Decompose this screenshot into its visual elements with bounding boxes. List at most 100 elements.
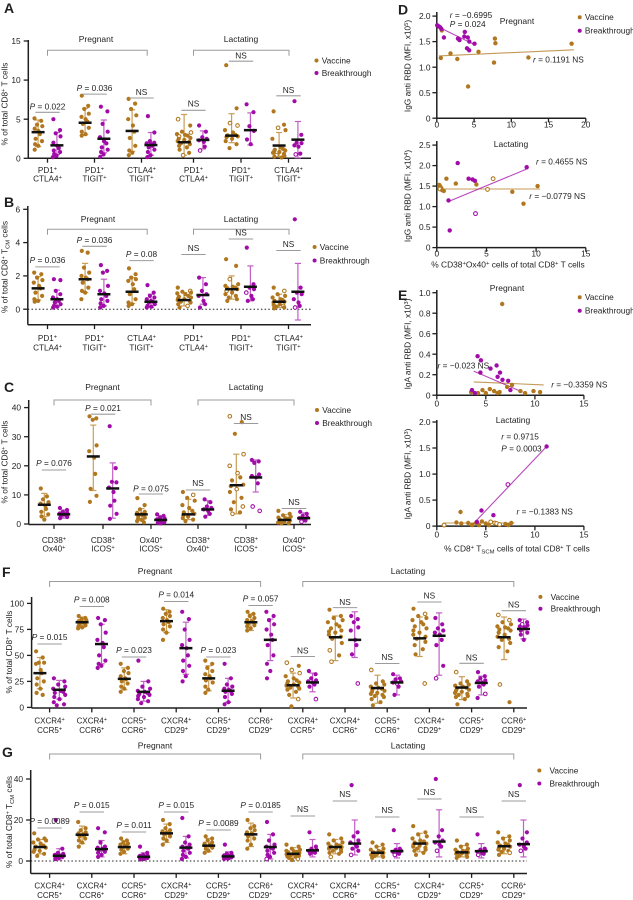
svg-text:Pregnant: Pregnant	[490, 283, 525, 293]
svg-text:A: A	[4, 0, 14, 16]
svg-text:15: 15	[11, 36, 21, 46]
svg-text:CCR5+​: CCR5+​	[375, 882, 400, 891]
svg-text:15: 15	[544, 120, 554, 130]
svg-text:P = 0.08: P = 0.08	[126, 249, 158, 259]
svg-text:NS: NS	[288, 497, 300, 507]
svg-text:Pregnant: Pregnant	[81, 214, 116, 224]
svg-text:Vaccine: Vaccine	[585, 12, 614, 22]
svg-text:CD38+​: CD38+​	[234, 536, 259, 545]
svg-text:0.4: 0.4	[419, 349, 431, 359]
svg-text:0.5: 0.5	[419, 88, 431, 98]
svg-text:ICOS+​: ICOS+​	[139, 545, 163, 554]
svg-text:0: 0	[426, 390, 431, 400]
svg-text:Pregnant: Pregnant	[138, 566, 173, 576]
svg-text:20: 20	[12, 461, 22, 471]
svg-text:Lactating: Lactating	[494, 139, 529, 149]
svg-text:PD1+​: PD1+​	[85, 334, 105, 343]
svg-text:F: F	[2, 564, 11, 580]
svg-text:TIGIT+​: TIGIT+​	[129, 175, 154, 184]
svg-text:NS: NS	[381, 805, 393, 815]
svg-text:CTLA4+​: CTLA4+​	[274, 334, 303, 343]
svg-text:CXCR4+​: CXCR4+​	[330, 717, 360, 726]
svg-text:CCR5+​: CCR5+​	[121, 717, 146, 726]
svg-text:TIGIT+​: TIGIT+​	[229, 344, 254, 353]
svg-text:PD1+​: PD1+​	[38, 334, 58, 343]
svg-text:1.5: 1.5	[419, 181, 431, 191]
svg-text:NS: NS	[188, 99, 200, 109]
svg-text:CCR5+​: CCR5+​	[206, 717, 231, 726]
svg-text:P = 0.0089: P = 0.0089	[29, 816, 70, 826]
svg-text:CCR6+​: CCR6+​	[332, 891, 357, 900]
svg-text:6: 6	[16, 204, 21, 214]
svg-text:CD38+​: CD38+​	[186, 536, 211, 545]
svg-text:ICOS+​: ICOS+​	[234, 545, 258, 554]
svg-text:NS: NS	[297, 804, 309, 814]
svg-text:0.2: 0.2	[419, 370, 431, 380]
svg-text:Lactating: Lactating	[391, 566, 426, 576]
svg-text:0: 0	[16, 153, 21, 163]
svg-text:0: 0	[434, 530, 439, 540]
svg-text:CTLA4+​: CTLA4+​	[179, 175, 208, 184]
svg-text:NS: NS	[240, 412, 252, 422]
svg-text:P = 0.0003: P = 0.0003	[501, 444, 542, 454]
svg-text:1.0: 1.0	[419, 288, 431, 298]
svg-text:Vaccine: Vaccine	[550, 765, 579, 775]
svg-text:CCR5+​: CCR5+​	[206, 882, 231, 891]
svg-text:0.5: 0.5	[419, 495, 431, 505]
svg-text:P = 0.021: P = 0.021	[85, 403, 121, 413]
svg-text:P = 0.023: P = 0.023	[201, 645, 237, 655]
svg-text:5: 5	[472, 120, 477, 130]
svg-text:P = 0.015: P = 0.015	[32, 632, 68, 642]
svg-text:PD1+​: PD1+​	[184, 334, 204, 343]
svg-text:CTLA4+​: CTLA4+​	[33, 175, 62, 184]
svg-text:Breakthrough: Breakthrough	[320, 255, 370, 265]
svg-text:ICOS+​: ICOS+​	[282, 545, 306, 554]
svg-text:% of total CD8+​ T cells: % of total CD8+​ T cells	[0, 421, 10, 504]
svg-text:r = −0.6995: r = −0.6995	[450, 10, 493, 20]
svg-text:1.5: 1.5	[419, 37, 431, 47]
svg-text:P = 0.023: P = 0.023	[116, 645, 152, 655]
svg-text:CCR6+​: CCR6+​	[375, 726, 400, 735]
svg-text:Vaccine: Vaccine	[322, 405, 351, 415]
svg-text:CCR6+​: CCR6+​	[248, 717, 273, 726]
svg-text:P = 0.036: P = 0.036	[30, 255, 66, 265]
svg-text:CD29+​: CD29+​	[502, 726, 526, 735]
svg-text:2.0: 2.0	[419, 417, 431, 427]
svg-text:CCR5+​: CCR5+​	[290, 891, 315, 900]
svg-text:Vaccine: Vaccine	[585, 292, 614, 302]
svg-text:10: 10	[530, 399, 540, 409]
svg-text:30: 30	[12, 432, 22, 442]
svg-text:CXCR4+​: CXCR4+​	[77, 717, 107, 726]
svg-text:0: 0	[434, 399, 439, 409]
svg-text:CCR5+​: CCR5+​	[459, 882, 484, 891]
svg-text:0.6: 0.6	[419, 329, 431, 339]
svg-text:Ox40+​: Ox40+​	[43, 545, 67, 554]
svg-text:10: 10	[507, 120, 517, 130]
svg-text:NS: NS	[424, 591, 436, 601]
svg-text:NS: NS	[136, 87, 148, 97]
svg-text:CCR6+​: CCR6+​	[375, 891, 400, 900]
svg-text:CD29+​: CD29+​	[418, 726, 442, 735]
svg-text:IgA anti RBD (MFI, x103​): IgA anti RBD (MFI, x103​)	[402, 298, 412, 389]
svg-text:CD29+​: CD29+​	[460, 726, 484, 735]
svg-text:CCR6+​: CCR6+​	[501, 717, 526, 726]
svg-text:PD1+​: PD1+​	[38, 166, 58, 175]
svg-text:20: 20	[581, 120, 591, 130]
svg-text:CCR5+​: CCR5+​	[37, 891, 62, 900]
svg-text:P = 0.022: P = 0.022	[30, 101, 66, 111]
svg-text:r = 0.9715: r = 0.9715	[501, 432, 539, 442]
svg-text:PD1+​: PD1+​	[231, 334, 251, 343]
svg-text:CXCR4+​: CXCR4+​	[34, 882, 64, 891]
svg-text:Pregnant: Pregnant	[138, 741, 173, 751]
svg-text:P = 0.015: P = 0.015	[74, 800, 110, 810]
svg-text:CCR6+​: CCR6+​	[79, 726, 104, 735]
svg-text:P = 0.0185: P = 0.0185	[240, 800, 281, 810]
svg-text:Ox40+​: Ox40+​	[140, 536, 164, 545]
svg-text:1.0: 1.0	[419, 62, 431, 72]
svg-text:IgA anti RBD (MFI, x103​): IgA anti RBD (MFI, x103​)	[402, 428, 412, 519]
svg-text:TIGIT+​: TIGIT+​	[82, 175, 107, 184]
svg-text:NS: NS	[339, 597, 351, 607]
svg-text:TIGIT+​: TIGIT+​	[82, 344, 107, 353]
svg-text:0: 0	[16, 519, 21, 529]
svg-text:Breakthrough: Breakthrough	[550, 778, 600, 788]
